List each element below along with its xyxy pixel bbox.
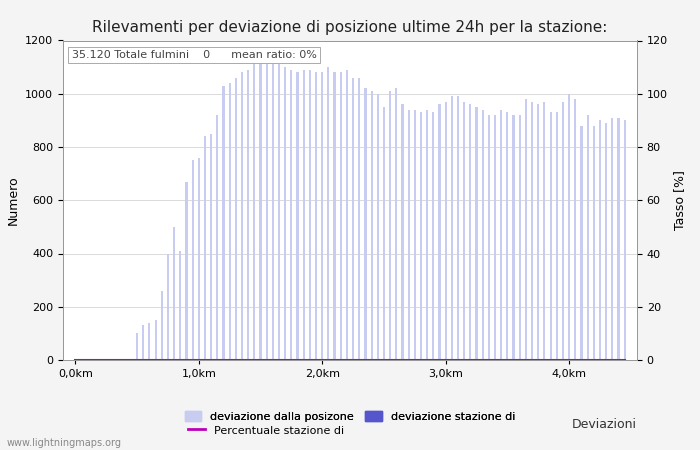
Bar <box>605 123 607 360</box>
Bar <box>580 126 582 360</box>
Legend: Percentuale stazione di: Percentuale stazione di <box>183 420 349 440</box>
Bar <box>197 158 200 360</box>
Bar <box>297 72 299 360</box>
Bar <box>562 102 564 360</box>
Bar <box>136 333 138 360</box>
Bar <box>432 112 435 360</box>
Bar <box>340 72 342 360</box>
Bar <box>173 227 175 360</box>
Bar <box>333 72 336 360</box>
Title: Rilevamenti per deviazione di posizione ultime 24h per la stazione:: Rilevamenti per deviazione di posizione … <box>92 20 608 35</box>
Bar <box>556 112 558 360</box>
Bar <box>512 115 514 360</box>
Bar <box>568 94 570 360</box>
Bar <box>525 99 527 360</box>
Bar <box>352 78 354 360</box>
Bar <box>161 291 163 360</box>
Bar <box>377 94 379 360</box>
Bar <box>167 253 169 360</box>
Bar <box>519 115 521 360</box>
Bar <box>395 88 398 360</box>
Bar <box>272 59 274 360</box>
Bar <box>210 134 212 360</box>
Bar <box>328 67 330 360</box>
Y-axis label: Numero: Numero <box>6 176 20 225</box>
Bar <box>463 102 466 360</box>
Bar <box>587 115 589 360</box>
Bar <box>302 70 304 360</box>
Text: www.lightningmaps.org: www.lightningmaps.org <box>7 438 122 448</box>
Bar <box>383 107 385 360</box>
Bar <box>284 67 286 360</box>
Bar <box>624 120 626 360</box>
Bar <box>550 112 552 360</box>
Bar <box>543 102 545 360</box>
Bar <box>617 118 620 360</box>
Bar <box>241 72 243 360</box>
Bar <box>278 64 280 360</box>
Bar <box>370 91 372 360</box>
Bar <box>192 160 194 360</box>
Legend: deviazione dalla posizone, deviazione stazione di: deviazione dalla posizone, deviazione st… <box>181 407 519 427</box>
Bar <box>179 251 181 360</box>
Bar <box>611 118 613 360</box>
Bar <box>253 51 256 360</box>
Bar <box>234 78 237 360</box>
Bar <box>216 115 218 360</box>
Bar <box>438 104 440 360</box>
Bar <box>229 83 231 360</box>
Bar <box>457 96 459 360</box>
Bar <box>469 104 471 360</box>
Bar <box>260 59 262 360</box>
Bar <box>537 104 539 360</box>
Bar <box>148 323 150 360</box>
Bar <box>444 102 447 360</box>
Bar <box>475 107 477 360</box>
Text: 35.120 Totale fulmini    0      mean ratio: 0%: 35.120 Totale fulmini 0 mean ratio: 0% <box>71 50 316 60</box>
Bar <box>500 110 503 360</box>
Bar <box>321 72 323 360</box>
Bar <box>407 110 410 360</box>
Bar <box>531 102 533 360</box>
Bar <box>223 86 225 360</box>
Bar <box>389 91 391 360</box>
Bar <box>414 110 416 360</box>
Bar <box>247 70 249 360</box>
Bar <box>309 70 311 360</box>
Bar <box>574 99 576 360</box>
Bar <box>130 359 132 360</box>
Bar <box>506 112 508 360</box>
Bar <box>593 126 595 360</box>
Bar <box>186 182 188 360</box>
Bar <box>155 320 157 360</box>
Bar <box>451 96 453 360</box>
Y-axis label: Tasso [%]: Tasso [%] <box>673 170 687 230</box>
Bar <box>494 115 496 360</box>
Text: Deviazioni: Deviazioni <box>572 418 637 432</box>
Bar <box>142 325 144 360</box>
Bar <box>401 104 403 360</box>
Bar <box>346 70 348 360</box>
Bar <box>365 88 367 360</box>
Bar <box>599 120 601 360</box>
Bar <box>488 115 490 360</box>
Bar <box>204 136 206 360</box>
Bar <box>265 64 268 360</box>
Bar <box>420 112 422 360</box>
Bar <box>482 110 484 360</box>
Bar <box>315 72 317 360</box>
Bar <box>290 70 293 360</box>
Bar <box>358 78 361 360</box>
Bar <box>426 110 428 360</box>
